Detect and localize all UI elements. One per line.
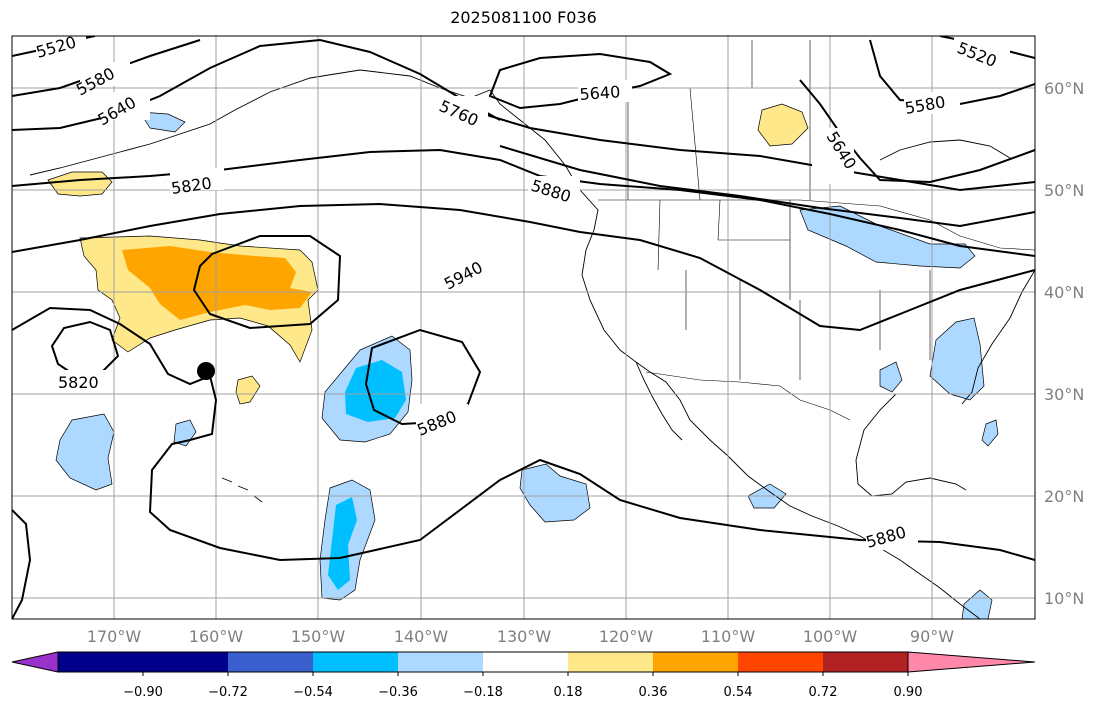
contour-5940-loop: [192, 235, 342, 330]
colorbar-segment: [823, 652, 908, 672]
colorbar-segment: [398, 652, 483, 672]
colorbar-tick: 0.36: [639, 685, 668, 700]
longitude-label: 140°W: [394, 627, 449, 646]
contour-label: 5820: [58, 373, 99, 392]
contour-5640-north: [488, 52, 673, 110]
colorbar-segment: [568, 652, 653, 672]
map-area: 5520 5580 5640 5820 5940 5820 5880 5640 …: [12, 36, 1035, 619]
negative-anomaly-hawaii-west: [55, 413, 115, 491]
latitude-labels: 60°N 50°N 40°N 30°N 20°N 10°N: [1044, 79, 1084, 608]
strong-positive-anomaly-region: [122, 246, 312, 320]
negative-anomaly-central-america: [961, 589, 993, 619]
longitude-label: 110°W: [701, 627, 756, 646]
colorbar-segment: [908, 652, 1035, 672]
map-frame: [11, 35, 1036, 620]
canada-us-border: [598, 199, 1035, 251]
colorbar-tick: −0.18: [463, 685, 503, 700]
positive-anomaly-small: [235, 375, 261, 405]
colorbar-tick: −0.54: [293, 685, 333, 700]
hudson-bay: [879, 139, 1011, 161]
longitude-labels: 170°W 160°W 150°W 140°W 130°W 120°W 110°…: [87, 627, 954, 646]
colorbar-segment: [738, 652, 823, 672]
colorbar: [11, 651, 1036, 676]
latitude-label: 60°N: [1044, 79, 1084, 98]
contour-5880-north: [499, 145, 1035, 228]
map-title: 2025081100 F036: [450, 8, 597, 27]
graticule: [12, 36, 1035, 619]
latitude-label: 20°N: [1044, 487, 1084, 506]
longitude-label: 90°W: [910, 627, 954, 646]
colorbar-tick: −0.36: [378, 685, 418, 700]
contour-label: 5640: [579, 82, 621, 104]
latitude-label: 10°N: [1044, 589, 1084, 608]
negative-anomaly-aleutian: [139, 111, 186, 133]
colorbar-tick: 0.72: [809, 685, 838, 700]
colorbar-tick: 0.54: [724, 685, 753, 700]
colorbar-tick: −0.72: [208, 685, 248, 700]
latitude-label: 30°N: [1044, 385, 1084, 404]
colorbar-segment: [143, 652, 228, 672]
colorbar-segment: [653, 652, 738, 672]
positive-anomaly-canada: [757, 103, 809, 147]
negative-anomaly-texas: [879, 361, 903, 393]
colorbar-segment: [313, 652, 398, 672]
colorbar-tick: −0.90: [123, 685, 163, 700]
contour-5880-west: [12, 509, 32, 619]
colorbar-tick: 0.90: [894, 685, 923, 700]
longitude-label: 160°W: [189, 627, 244, 646]
hawaii-islands: [221, 477, 263, 503]
negative-anomaly-plains: [799, 205, 976, 269]
colorbar-segment: [483, 652, 568, 672]
colorbar-segment: [58, 652, 143, 672]
longitude-label: 150°W: [291, 627, 346, 646]
colorbar-tick: 0.18: [554, 685, 583, 700]
contour-5760-north: [469, 109, 1035, 192]
contour-5940: [12, 202, 1035, 332]
colorbar-segment: [228, 652, 313, 672]
longitude-label: 130°W: [497, 627, 552, 646]
contour-5820-low: [12, 306, 1035, 562]
baja-peninsula: [635, 361, 683, 441]
negative-anomaly-southeast: [929, 317, 985, 401]
negative-anomaly-atlantic: [981, 419, 999, 447]
contour-5640-west: [12, 38, 501, 131]
longitude-label: 120°W: [599, 627, 654, 646]
longitude-label: 100°W: [803, 627, 858, 646]
strong-negative-anomaly: [345, 360, 406, 422]
contour-5640-east: [799, 79, 1035, 184]
longitude-label: 170°W: [87, 627, 142, 646]
colorbar-segment: [12, 652, 58, 672]
latitude-label: 50°N: [1044, 181, 1084, 200]
latitude-label: 40°N: [1044, 283, 1084, 302]
strong-negative-anomaly-south: [328, 497, 357, 590]
shaded-field: [47, 103, 999, 619]
aleutian-chain: [29, 109, 236, 176]
storm-center-marker: [197, 362, 215, 380]
colorbar-ticks: −0.90 −0.72 −0.54 −0.36 −0.18 0.18 0.36 …: [123, 685, 922, 700]
